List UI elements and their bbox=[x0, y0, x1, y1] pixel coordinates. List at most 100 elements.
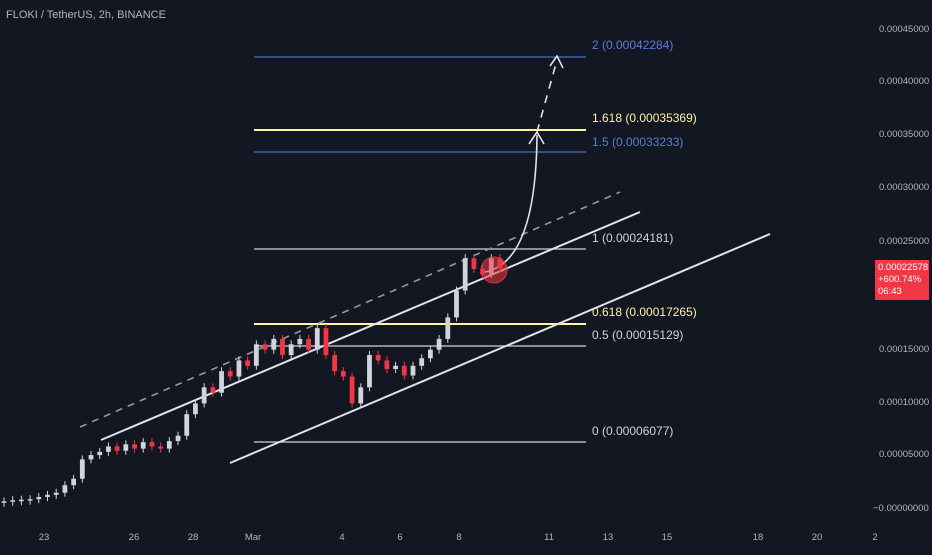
candle-body[interactable] bbox=[201, 387, 207, 404]
candle-body[interactable] bbox=[53, 492, 59, 495]
candle-body[interactable] bbox=[445, 317, 451, 339]
x-tick-label: 13 bbox=[603, 532, 614, 543]
x-tick-label: 8 bbox=[456, 532, 461, 543]
y-tick-label: 0.00005000 bbox=[879, 449, 929, 460]
candle-body[interactable] bbox=[323, 328, 329, 356]
candle-body[interactable] bbox=[97, 451, 103, 456]
current-price-badge[interactable]: 0.00022578 +600.74% 06:43 bbox=[875, 260, 929, 300]
y-tick-label: 0.00015000 bbox=[879, 344, 929, 355]
y-tick-label: 0.00030000 bbox=[879, 182, 929, 193]
candle-body[interactable] bbox=[384, 360, 390, 370]
candle-body[interactable] bbox=[401, 365, 407, 376]
candle-body[interactable] bbox=[19, 499, 24, 502]
candle-body[interactable] bbox=[297, 338, 303, 345]
x-tick-label: 18 bbox=[753, 532, 764, 543]
chart-title: FLOKI / TetherUS, 2h, BINANCE bbox=[6, 9, 166, 21]
projection-dashed-arrowhead bbox=[549, 54, 564, 69]
candle-body[interactable] bbox=[471, 258, 477, 269]
candle-body[interactable] bbox=[245, 360, 251, 366]
fib-level-1.5-label: 1.5 (0.00033233) bbox=[592, 135, 683, 149]
fib-level-0.5-label: 0.5 (0.00015129) bbox=[592, 328, 683, 342]
candle-body[interactable] bbox=[36, 497, 42, 500]
candle-body[interactable] bbox=[184, 414, 190, 436]
candle-body[interactable] bbox=[280, 338, 285, 356]
candle-body[interactable] bbox=[10, 500, 16, 502]
y-tick-label: 0.00035000 bbox=[879, 129, 929, 140]
candle-body[interactable] bbox=[358, 387, 364, 404]
x-tick-label: 20 bbox=[812, 532, 823, 543]
bar-countdown: 06:43 bbox=[878, 286, 902, 297]
candle-body[interactable] bbox=[375, 355, 381, 361]
candle-body[interactable] bbox=[1, 501, 7, 503]
x-tick-label: 2 bbox=[872, 532, 877, 543]
current-price: 0.00022578 bbox=[878, 262, 929, 273]
candle-body[interactable] bbox=[236, 360, 242, 377]
fib-extension-levels[interactable]: 0 (0.00006077) 0.5 (0.00015129) 0.618 (0… bbox=[254, 38, 697, 443]
candle-body[interactable] bbox=[427, 349, 433, 359]
candle-body[interactable] bbox=[27, 499, 33, 501]
x-tick-label: 26 bbox=[129, 532, 140, 543]
candle-body[interactable] bbox=[227, 371, 233, 377]
fib-level-1.618-label: 1.618 (0.00035369) bbox=[592, 111, 697, 125]
candle-body[interactable] bbox=[288, 344, 294, 356]
candle-body[interactable] bbox=[45, 494, 50, 498]
x-tick-label: 28 bbox=[188, 532, 199, 543]
x-tick-label: 6 bbox=[397, 532, 402, 543]
y-tick-label: 0.00010000 bbox=[879, 397, 929, 408]
y-tick-label: 0.00040000 bbox=[879, 76, 929, 87]
candle-body[interactable] bbox=[340, 371, 346, 377]
candle-body[interactable] bbox=[79, 459, 85, 479]
candle-body[interactable] bbox=[271, 338, 277, 350]
candle-body[interactable] bbox=[149, 442, 155, 447]
price-channel[interactable] bbox=[79, 191, 771, 464]
price-change-percent: +600.74% bbox=[878, 274, 922, 285]
candle-body[interactable] bbox=[106, 446, 111, 452]
candle-body[interactable] bbox=[140, 442, 146, 449]
candle-body[interactable] bbox=[462, 258, 468, 291]
candle-body[interactable] bbox=[332, 355, 338, 372]
candle-body[interactable] bbox=[71, 478, 77, 486]
y-axis[interactable]: 0.00045000 0.00040000 0.00035000 0.00030… bbox=[873, 24, 929, 514]
x-axis[interactable]: 23 26 28 Mar 4 6 8 11 13 15 18 20 2 bbox=[39, 532, 878, 543]
breakout-highlight-circle[interactable] bbox=[480, 256, 508, 284]
candle-body[interactable] bbox=[410, 365, 416, 376]
channel-upper-line[interactable] bbox=[100, 211, 641, 441]
candle-body[interactable] bbox=[306, 338, 311, 350]
y-tick-label: 0.00045000 bbox=[879, 24, 929, 35]
candle-body[interactable] bbox=[62, 485, 68, 493]
candle-body[interactable] bbox=[175, 435, 181, 442]
candle-body[interactable] bbox=[349, 376, 355, 404]
candle-body[interactable] bbox=[419, 358, 425, 366]
candle-body[interactable] bbox=[132, 444, 137, 449]
candle-body[interactable] bbox=[210, 387, 216, 393]
channel-lower-line[interactable] bbox=[229, 233, 771, 464]
x-tick-label: 11 bbox=[544, 532, 554, 543]
y-tick-label: 0.00025000 bbox=[879, 236, 929, 247]
x-tick-label: 15 bbox=[662, 532, 673, 543]
candle-body[interactable] bbox=[253, 344, 259, 366]
projection-dashed-extension[interactable] bbox=[536, 59, 558, 133]
y-tick-label: −0.00000000 bbox=[873, 503, 929, 514]
candle-body[interactable] bbox=[262, 344, 268, 350]
candle-body[interactable] bbox=[193, 403, 198, 415]
fib-level-0-label: 0 (0.00006077) bbox=[592, 424, 673, 438]
candle-body[interactable] bbox=[166, 441, 172, 449]
candle-body[interactable] bbox=[314, 328, 320, 350]
candle-body[interactable] bbox=[436, 338, 442, 350]
fib-level-2-label: 2 (0.00042284) bbox=[592, 38, 673, 52]
candle-body[interactable] bbox=[454, 290, 459, 318]
x-tick-label: Mar bbox=[245, 532, 261, 543]
candle-body[interactable] bbox=[158, 446, 164, 449]
candle-body[interactable] bbox=[393, 365, 398, 370]
fib-level-1-label: 1 (0.00024181) bbox=[592, 231, 673, 245]
candle-body[interactable] bbox=[88, 455, 94, 460]
candle-body[interactable] bbox=[367, 355, 372, 388]
x-tick-label: 4 bbox=[339, 532, 344, 543]
candle-body[interactable] bbox=[114, 446, 120, 451]
x-tick-label: 23 bbox=[39, 532, 50, 543]
candle-body[interactable] bbox=[219, 371, 224, 393]
fib-level-0.618-label: 0.618 (0.00017265) bbox=[592, 305, 697, 319]
candle-body[interactable] bbox=[123, 444, 129, 451]
